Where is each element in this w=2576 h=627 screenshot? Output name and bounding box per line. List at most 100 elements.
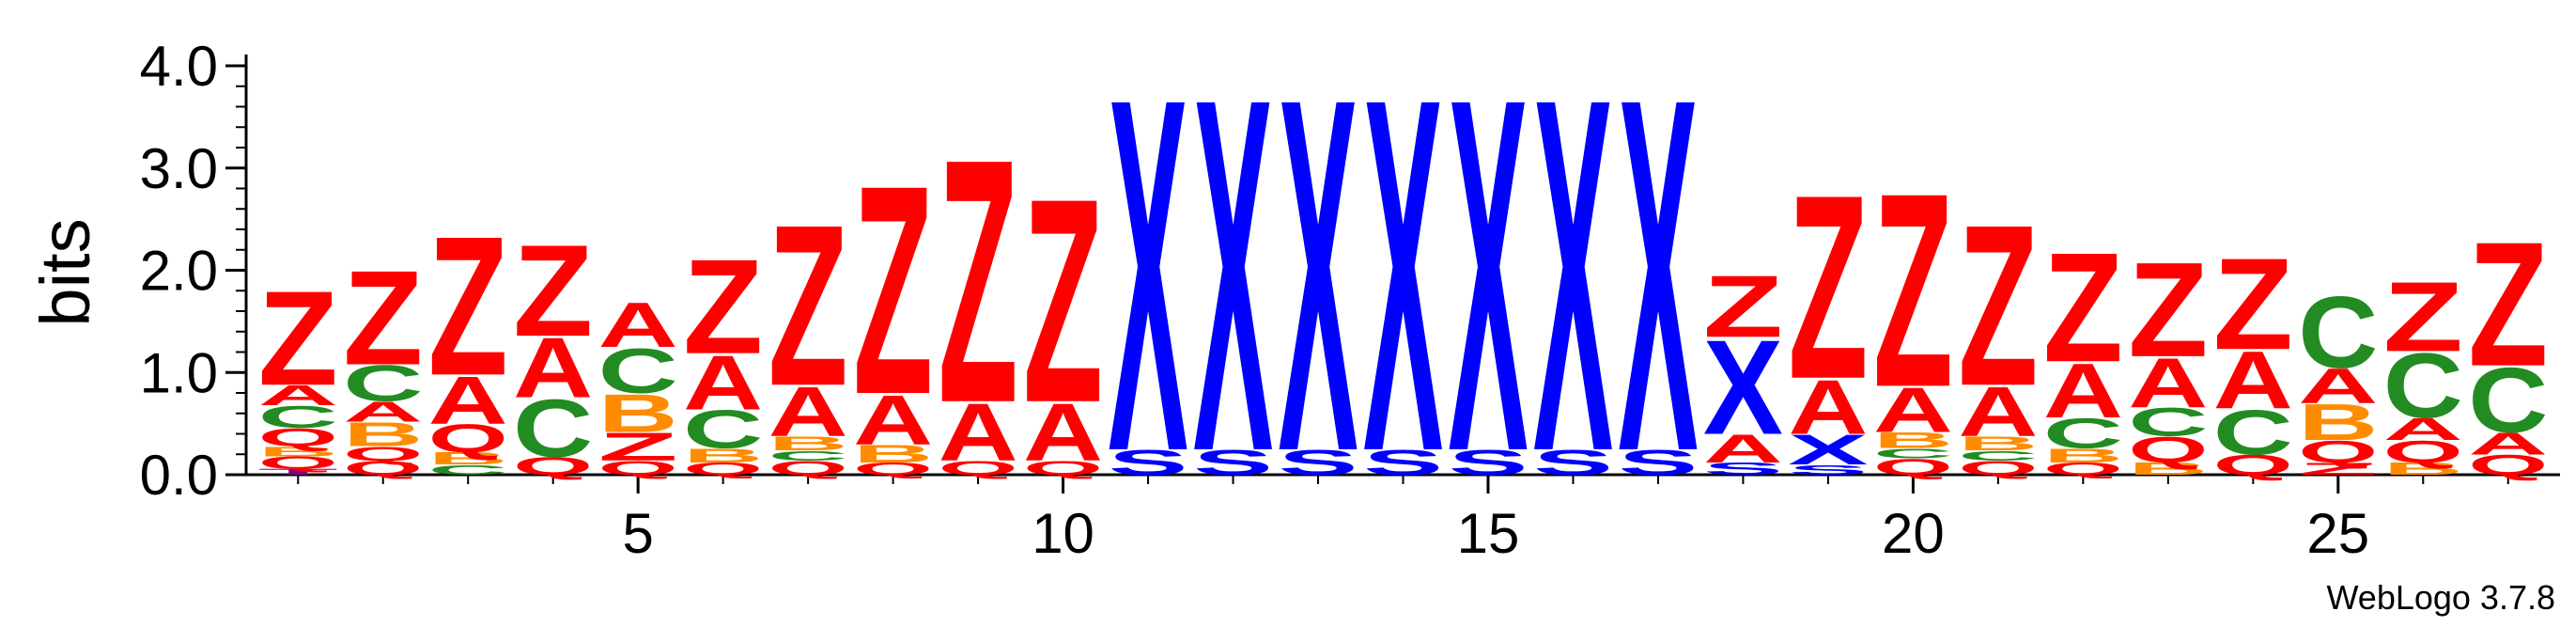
letter-A: A <box>939 385 1018 478</box>
letter-B: B <box>428 449 508 468</box>
letter-Q: Q <box>1023 457 1103 479</box>
letter-Z: Z <box>1788 140 1868 434</box>
letter-Z: Z <box>2383 261 2463 372</box>
letter-Q: Q <box>258 423 338 451</box>
letter-A: A <box>683 338 763 426</box>
letter-Z: Z <box>1023 138 1103 463</box>
letter-S: S <box>1109 443 1188 482</box>
letter-S: S <box>1703 460 1783 478</box>
letter-Z: Z <box>2468 206 2548 404</box>
y-tick-label: 2.0 <box>140 240 218 303</box>
letter-A: A <box>513 321 593 415</box>
letter-X: X <box>1533 0 1614 556</box>
x-tick-label: 5 <box>622 502 653 565</box>
letter-X: X <box>1363 0 1444 556</box>
stack-position-17: SX <box>1618 0 1699 556</box>
letter-Z: Z <box>428 195 508 416</box>
letter-C: C <box>598 336 678 407</box>
letter-Z: Z <box>939 87 1018 476</box>
letter-A: A <box>2383 412 2463 447</box>
stack-position-10: QAZ <box>1023 138 1103 479</box>
letter-X: X <box>1109 0 1189 556</box>
letter-Z: Z <box>2213 231 2293 377</box>
y-tick-label: 3.0 <box>140 137 218 200</box>
letter-A: A <box>853 380 933 460</box>
letter-C: C <box>428 462 508 478</box>
letter-Q: Q <box>428 416 508 461</box>
letter-Z: Z <box>2298 460 2378 478</box>
letter-Z: Z <box>513 218 593 364</box>
letter-Q: Q <box>598 457 678 479</box>
letter-Q: Q <box>853 460 933 478</box>
letter-C: C <box>2043 410 2123 458</box>
letter-C: C <box>2468 349 2548 452</box>
letter-Q: Q <box>768 457 848 479</box>
letter-S: S <box>1448 443 1528 482</box>
letter-C: C <box>258 400 338 434</box>
letter-A: A <box>2128 343 2208 423</box>
letter-A: A <box>343 396 423 428</box>
letter-S: S <box>1788 462 1868 478</box>
letter-X: X <box>1278 0 1358 556</box>
letter-Z: Z <box>768 178 848 434</box>
x-tick-label: 10 <box>1032 502 1094 565</box>
letter-X: X <box>1448 0 1529 556</box>
stack-position-11: SX <box>1109 0 1189 556</box>
x-axis-ticks: 5 10 15 20 25 <box>297 475 2509 565</box>
logo-stacks: TQBQCAZQQBACZCBQAZQCAZQZBCAQBCAZQCBAZQBA… <box>258 0 2549 556</box>
letter-Q: Q <box>513 451 593 479</box>
letter-A: A <box>1788 364 1868 451</box>
letter-C: C <box>2383 334 2463 437</box>
letter-B: B <box>2298 394 2378 450</box>
stack-position-15: SX <box>1448 0 1529 556</box>
letter-Z: Z <box>853 123 933 457</box>
letter-A: A <box>2468 427 2548 462</box>
y-tick-label: 0.0 <box>140 444 218 507</box>
letter-Q: Q <box>258 453 338 472</box>
letter-B: B <box>598 383 678 443</box>
letter-S: S <box>1363 443 1443 482</box>
stack-position-14: SX <box>1363 0 1444 556</box>
letter-X: X <box>1788 426 1868 474</box>
letter-S: S <box>1618 443 1698 482</box>
letter-C: C <box>1873 446 1953 462</box>
letter-C: C <box>768 447 848 463</box>
letter-S: S <box>1193 443 1273 482</box>
letter-Z: Z <box>683 231 763 382</box>
letter-C: C <box>2128 400 2208 444</box>
letter-C: C <box>1958 447 2038 463</box>
letter-Q: Q <box>2383 434 2463 469</box>
letter-S: S <box>1278 443 1358 482</box>
letter-Q: Q <box>343 443 423 465</box>
letter-A: A <box>428 362 508 439</box>
y-tick-label: 1.0 <box>140 341 218 404</box>
letter-S: S <box>1533 443 1613 482</box>
letter-Z: Z <box>1703 259 1783 356</box>
x-tick-label: 20 <box>1882 502 1945 565</box>
letter-Z: Z <box>598 425 678 469</box>
letter-A: A <box>598 290 678 361</box>
stack-position-16: SX <box>1533 0 1614 556</box>
letter-B: B <box>2128 460 2208 478</box>
letter-A: A <box>1958 371 2038 451</box>
letter-Q: Q <box>2213 449 2293 481</box>
letter-Z: Z <box>2043 221 2123 395</box>
letter-B: B <box>2383 460 2463 478</box>
letter-A: A <box>1873 375 1953 447</box>
letter-Z: Z <box>258 262 338 413</box>
letter-A: A <box>768 371 848 451</box>
letter-Z: Z <box>1873 134 1953 445</box>
y-axis-ticks: 0.0 1.0 2.0 3.0 4.0 <box>140 35 246 507</box>
